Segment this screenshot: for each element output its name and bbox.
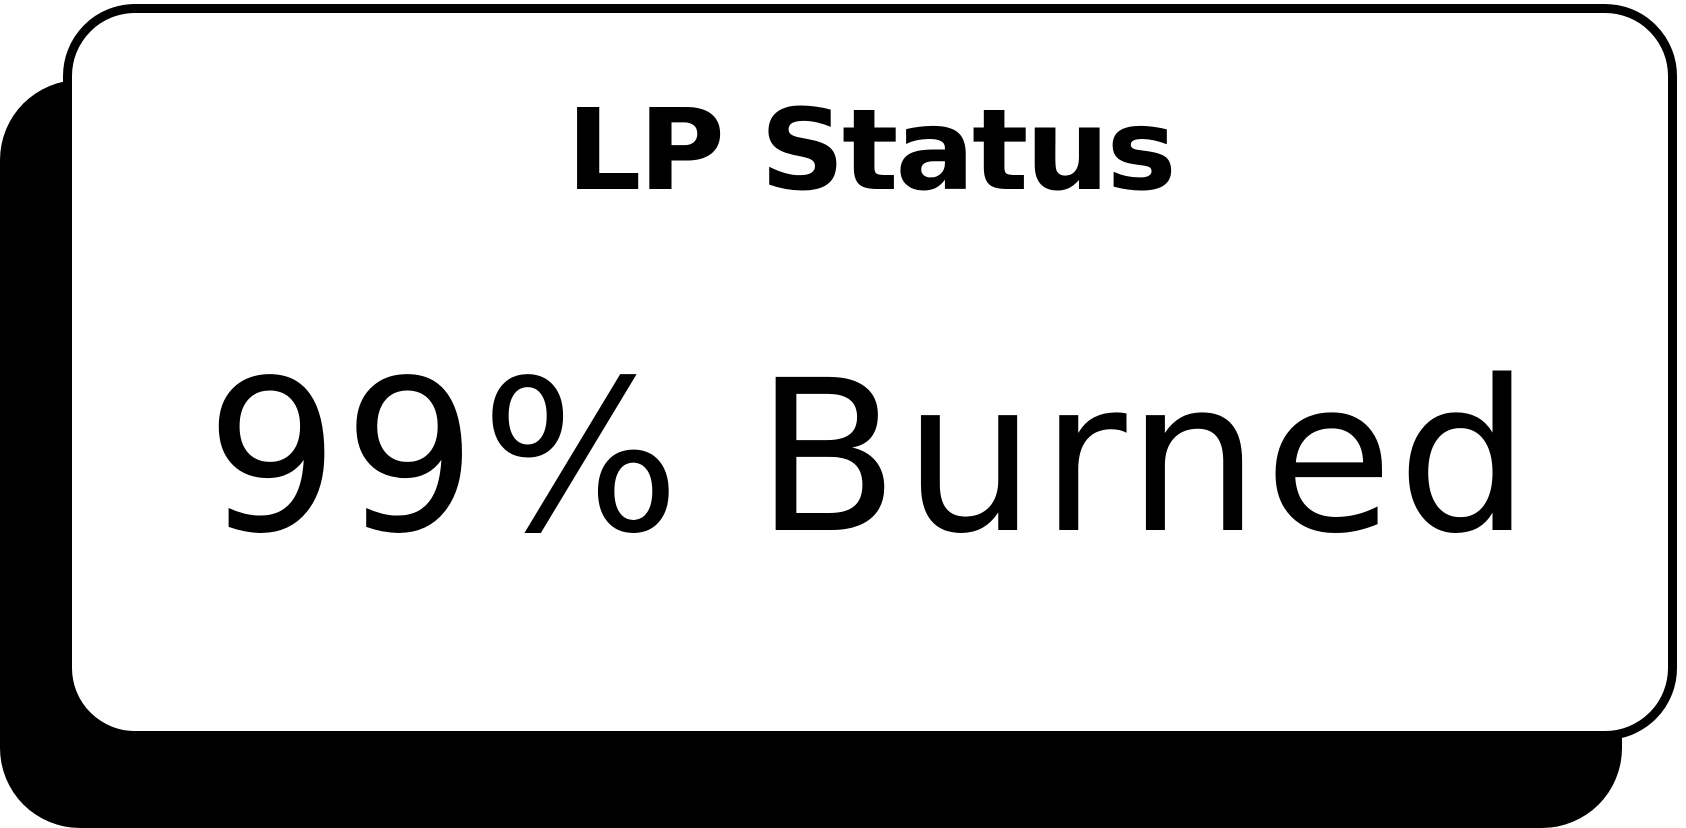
- lp-status-card: LP Status 99% Burned: [63, 4, 1677, 740]
- status-value: 99% Burned: [205, 335, 1535, 580]
- status-title: LP Status: [566, 84, 1176, 216]
